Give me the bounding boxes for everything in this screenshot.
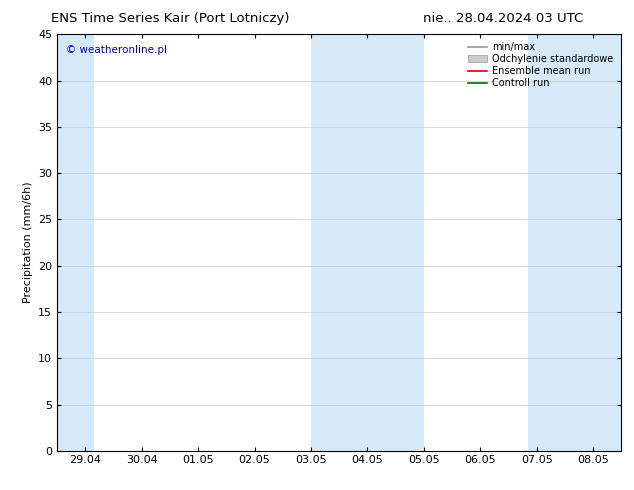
Text: nie.. 28.04.2024 03 UTC: nie.. 28.04.2024 03 UTC [423,12,583,25]
Bar [528,34,621,451]
Text: ENS Time Series Kair (Port Lotniczy): ENS Time Series Kair (Port Lotniczy) [51,12,289,25]
Legend: min/max, Odchylenie standardowe, Ensemble mean run, Controll run: min/max, Odchylenie standardowe, Ensembl… [465,39,616,91]
Bar [368,34,424,451]
Bar [311,34,367,451]
Y-axis label: Precipitation (mm/6h): Precipitation (mm/6h) [23,182,32,303]
Bar [57,34,94,451]
Text: © weatheronline.pl: © weatheronline.pl [65,45,167,55]
